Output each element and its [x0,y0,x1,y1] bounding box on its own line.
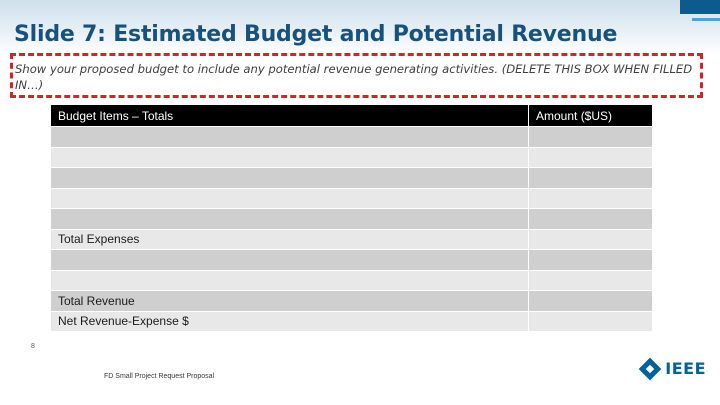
page-number: 8 [31,343,35,350]
net-revenue-amount[interactable] [528,310,653,332]
ieee-logo-text: IEEE [665,359,706,378]
table-cell-amount[interactable] [528,269,653,291]
table-cell-item[interactable] [50,269,529,291]
header-accent-stripe [692,18,720,21]
ieee-logo: IEEE [638,357,706,380]
net-revenue-label[interactable]: Net Revenue-Expense $ [50,310,529,332]
table-cell-item[interactable] [50,146,529,168]
table-cell-amount[interactable] [528,208,653,230]
total-expenses-amount[interactable] [528,228,653,250]
table-row [50,208,653,230]
slide-title[interactable]: Slide 7: Estimated Budget and Potential … [14,22,618,47]
table-row [50,269,653,291]
total-revenue-amount[interactable] [528,290,653,312]
footer-text: FD Small Project Request Proposal [104,373,215,380]
table-cell-item[interactable] [50,208,529,230]
table-row [50,126,653,148]
header-amount[interactable]: Amount ($US) [528,104,653,127]
table-row [50,146,653,168]
header-accent-block [680,0,720,14]
instruction-text[interactable]: Show your proposed budget to include any… [15,62,693,92]
table-cell-item[interactable] [50,167,529,189]
table-cell-amount[interactable] [528,167,653,189]
table-row [50,187,653,209]
header-budget-items[interactable]: Budget Items – Totals [50,104,529,127]
header-band [0,0,720,55]
table-cell-amount[interactable] [528,187,653,209]
net-revenue-row: Net Revenue-Expense $ [50,310,653,332]
total-revenue-label[interactable]: Total Revenue [50,290,529,312]
table-row [50,249,653,271]
table-header-row: Budget Items – Totals Amount ($US) [50,104,653,127]
total-expenses-label[interactable]: Total Expenses [50,228,529,250]
total-revenue-row: Total Revenue [50,290,653,312]
table-cell-amount[interactable] [528,126,653,148]
instruction-box[interactable] [10,53,703,98]
ieee-diamond-icon [638,357,662,380]
table-cell-item[interactable] [50,187,529,209]
table-cell-item[interactable] [50,126,529,148]
total-expenses-row: Total Expenses [50,228,653,250]
table-cell-amount[interactable] [528,249,653,271]
table-row [50,167,653,189]
table-cell-item[interactable] [50,249,529,271]
table-cell-amount[interactable] [528,146,653,168]
budget-table[interactable]: Budget Items – Totals Amount ($US) Total… [50,104,653,332]
